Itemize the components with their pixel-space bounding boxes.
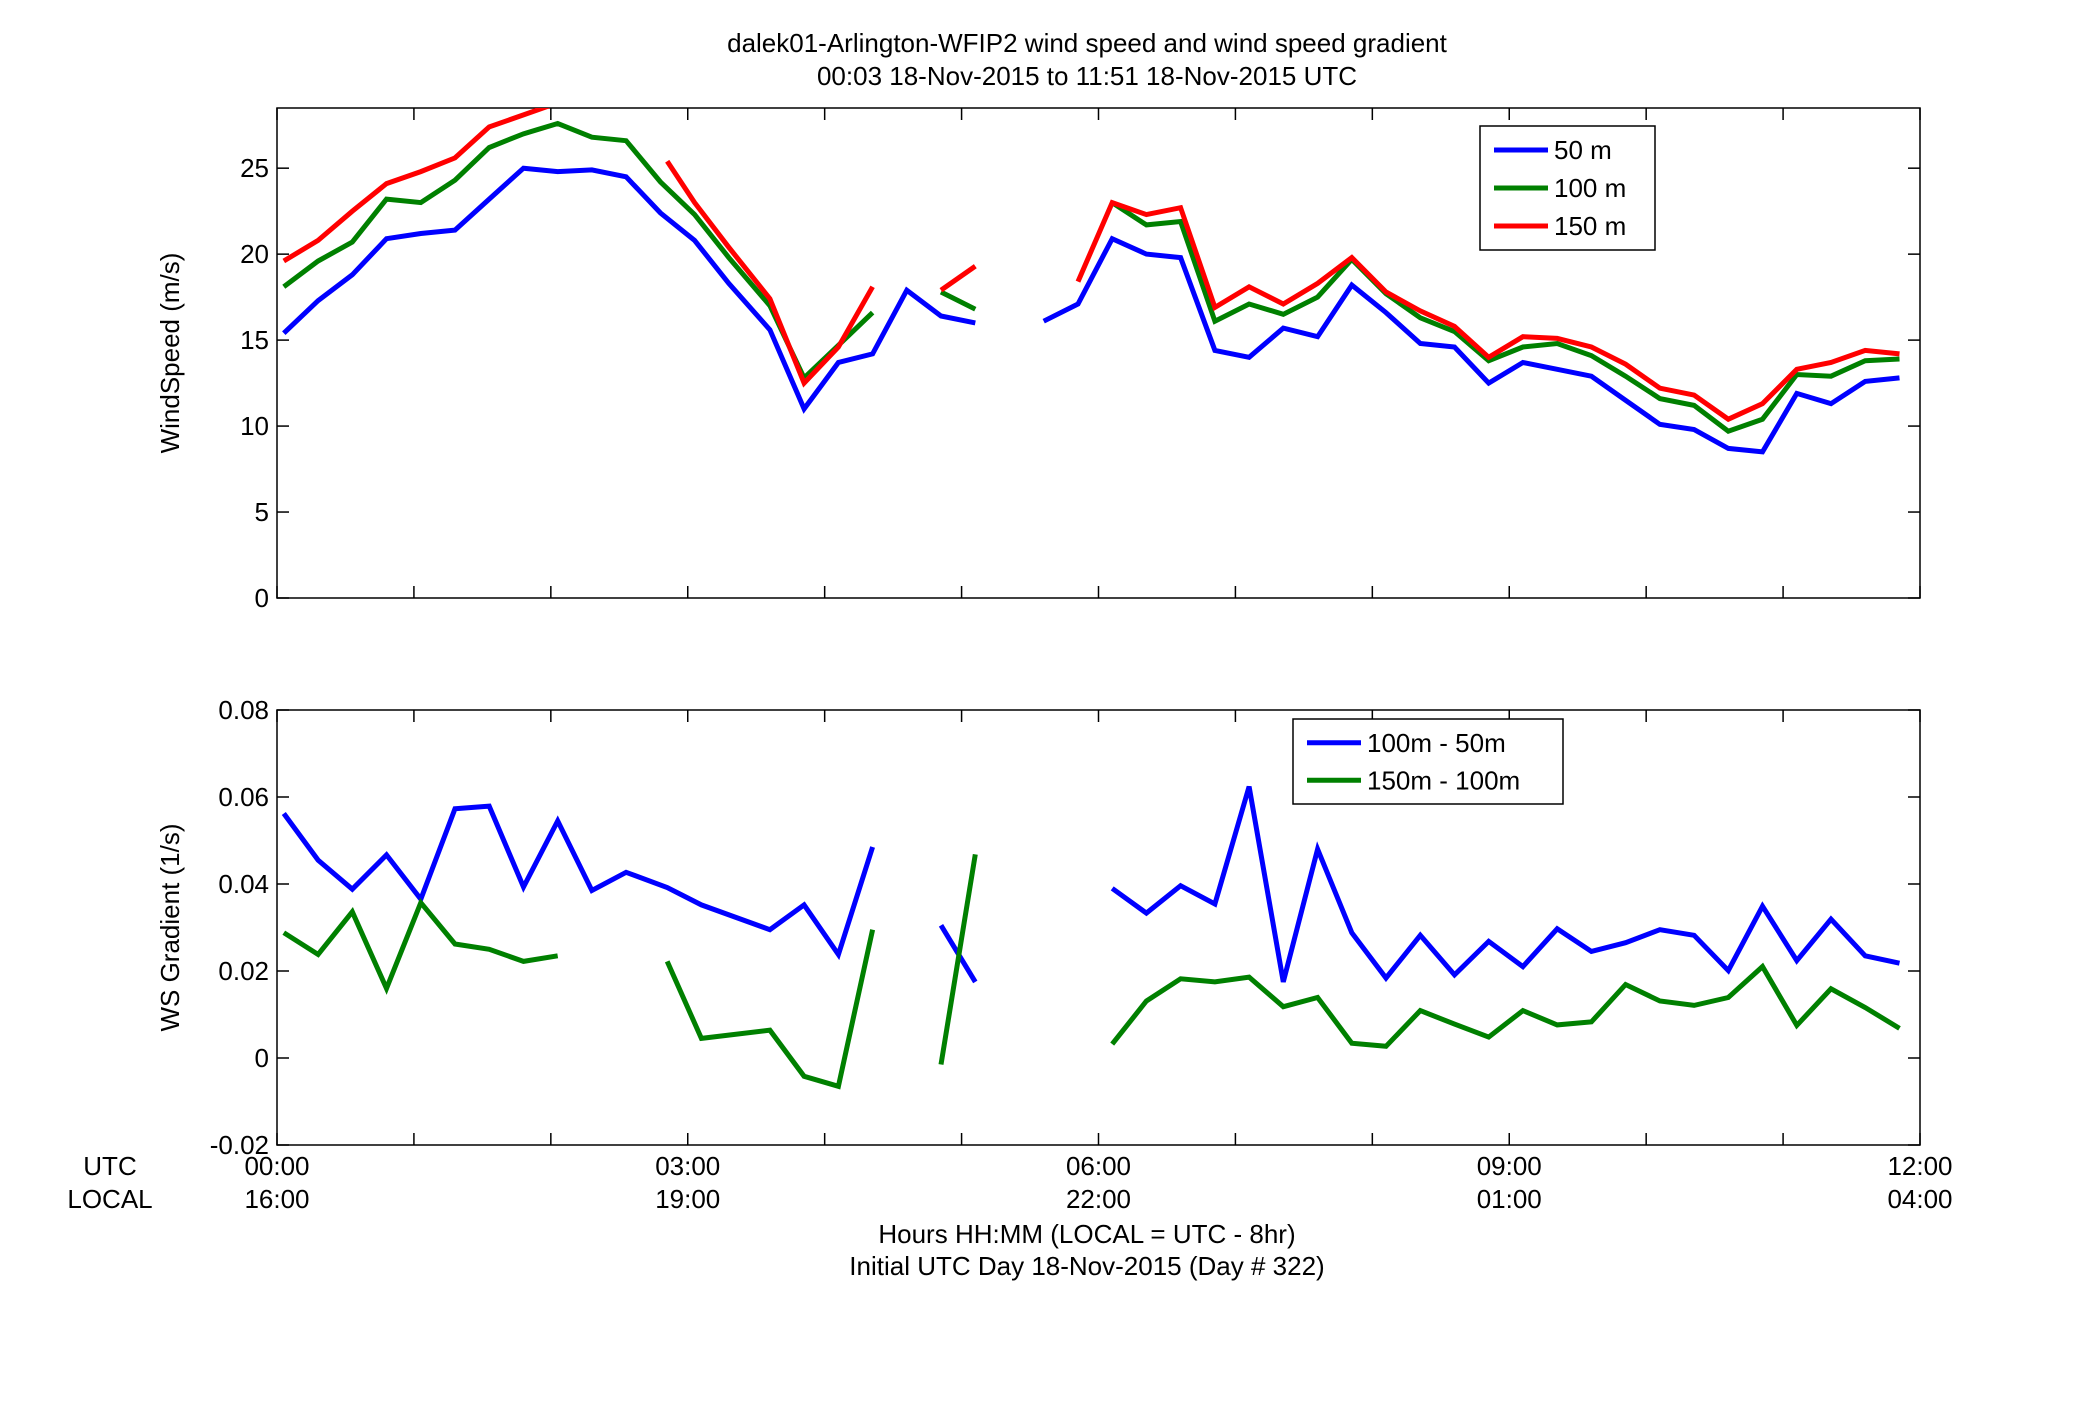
gradient-ytick-label: 0.04 (218, 869, 269, 899)
series-line-150m-100m (282, 897, 559, 995)
windspeed-ytick-label: 25 (240, 153, 269, 183)
x-tick-label-local: 16:00 (244, 1184, 309, 1214)
gradient-ytick-label: -0.02 (210, 1130, 269, 1160)
gradient-ytick-label: 0.02 (218, 956, 269, 986)
legend-entry-label: 100 m (1554, 173, 1626, 203)
gradient-ytick-label: 0.06 (218, 782, 269, 812)
figure-title-line1: dalek01-Arlington-WFIP2 wind speed and w… (727, 28, 1448, 58)
series-line-150m-100m (938, 853, 978, 1065)
x-tick-label-local: 01:00 (1477, 1184, 1542, 1214)
gradient-axes-box (276, 709, 1921, 1146)
gradient-ytick-label: 0.08 (218, 695, 269, 725)
x-tick-label-utc: 12:00 (1887, 1151, 1952, 1181)
figure-title-line2: 00:03 18-Nov-2015 to 11:51 18-Nov-2015 U… (817, 61, 1357, 91)
windspeed-panel: 0 5 10 15 20 25 WindSpeed (m/s) 50 m 100 m 150 m (155, 107, 1921, 613)
gradient-ytick-label: 0 (255, 1043, 269, 1073)
series-line-150-m (282, 108, 551, 264)
local-row-label: LOCAL (67, 1184, 152, 1214)
windspeed-ytick-label: 15 (240, 325, 269, 355)
legend-entry-label: 100m - 50m (1367, 728, 1506, 758)
utc-row-label: UTC (83, 1151, 136, 1181)
series-line-100-m (939, 289, 977, 312)
series-line-150-m (665, 159, 875, 388)
windspeed-ytick-label: 20 (240, 239, 269, 269)
windspeed-axes-box (276, 107, 1921, 599)
series-line-50-m (282, 165, 976, 414)
x-tick-label-local: 19:00 (655, 1184, 720, 1214)
x-tick-label-utc: 06:00 (1066, 1151, 1131, 1181)
x-tick-label-utc: 09:00 (1477, 1151, 1542, 1181)
legend-entry-label: 150m - 100m (1367, 765, 1520, 795)
legend-entry-label: 50 m (1554, 135, 1612, 165)
x-tick-label-local: 22:00 (1066, 1184, 1131, 1214)
series-line-50-m (1042, 235, 1900, 455)
x-axis-label-line1: Hours HH:MM (LOCAL = UTC - 8hr) (878, 1219, 1295, 1249)
windspeed-y-axis-label: WindSpeed (m/s) (155, 253, 185, 454)
legend-entry-label: 150 m (1554, 211, 1626, 241)
x-tick-label-local: 04:00 (1887, 1184, 1952, 1214)
series-line-150m-100m (1110, 962, 1901, 1049)
x-tick-label-utc: 00:00 (244, 1151, 309, 1181)
x-tick-label-utc: 03:00 (655, 1151, 720, 1181)
windspeed-ytick-label: 0 (255, 583, 269, 613)
series-line-100m-50m (1110, 785, 1901, 983)
series-line-100-m (1110, 200, 1900, 435)
x-axis-label-line2: Initial UTC Day 18-Nov-2015 (Day # 322) (849, 1251, 1324, 1281)
series-line-100m-50m (281, 803, 875, 961)
gradient-y-axis-label: WS Gradient (1/s) (155, 823, 185, 1031)
windspeed-ytick-label: 10 (240, 411, 269, 441)
series-line-150-m (1075, 199, 1900, 423)
series-line-150m-100m (664, 929, 876, 1090)
gradient-legend (1292, 718, 1564, 805)
gradient-panel: -0.02 0 0.02 0.04 0.06 0.08 WS Gradient (1/s) 1… (155, 695, 1921, 1160)
series-line-150-m (939, 264, 977, 293)
windspeed-ytick-label: 5 (255, 497, 269, 527)
